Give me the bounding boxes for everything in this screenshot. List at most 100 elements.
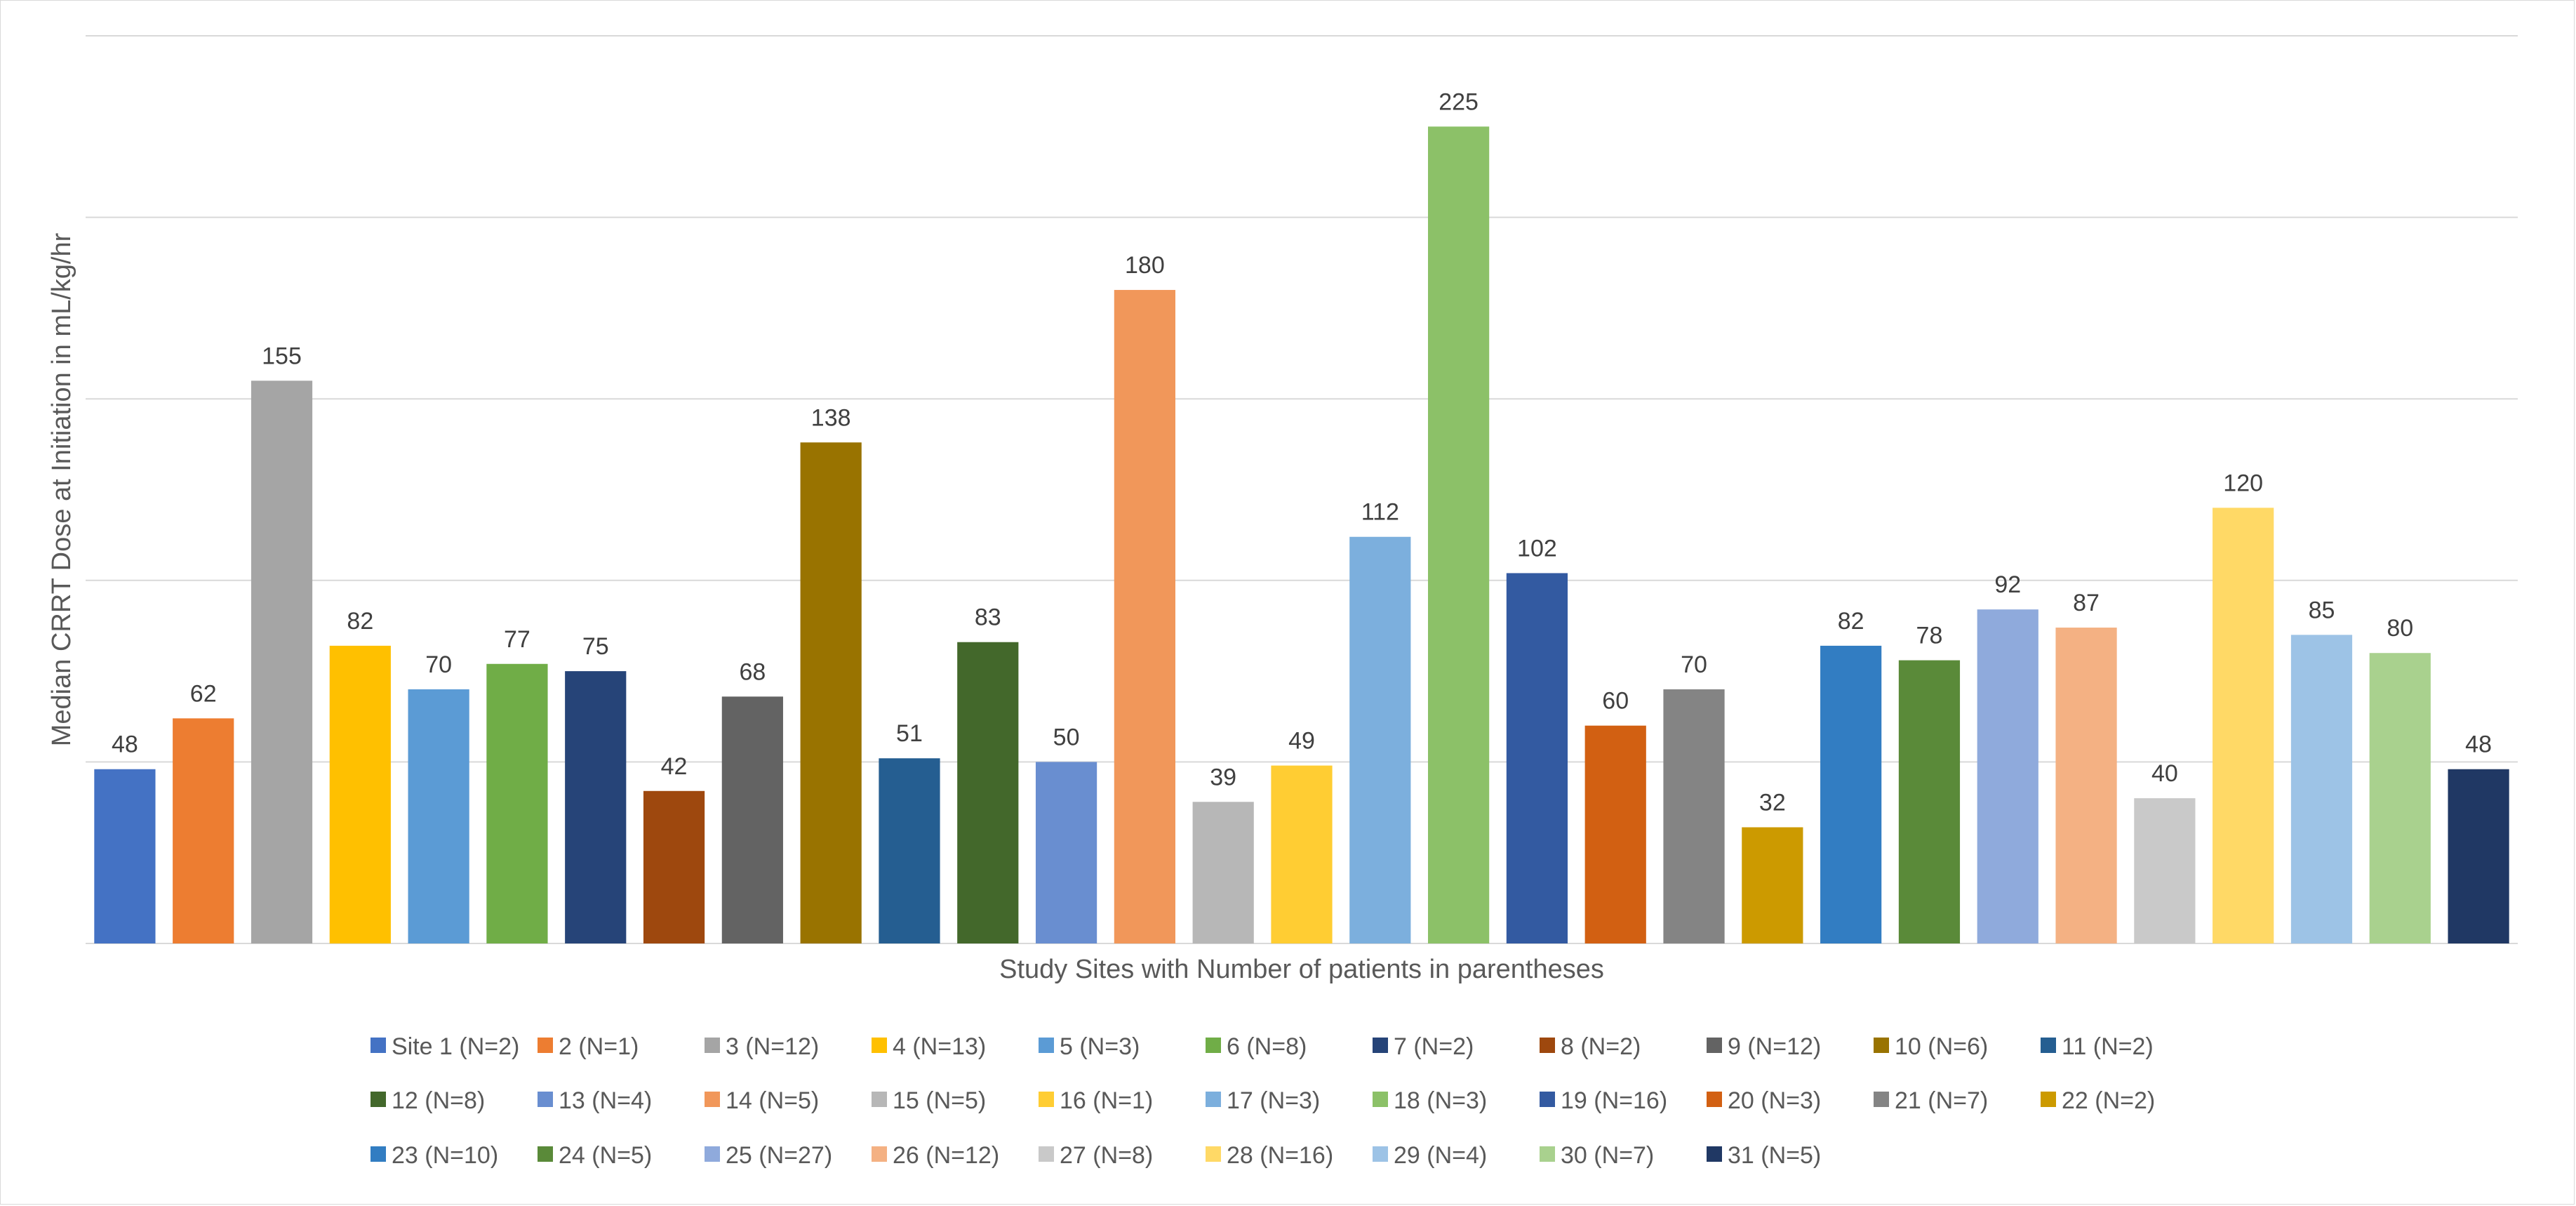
legend-label: 31 (N=5) — [1728, 1142, 1821, 1169]
legend-swatch — [1540, 1146, 1555, 1162]
legend-label: 3 (N=12) — [726, 1033, 819, 1060]
bar — [1192, 802, 1254, 943]
legend-label: Site 1 (N=2) — [392, 1033, 519, 1060]
data-label: 85 — [2309, 597, 2335, 623]
legend-swatch — [1039, 1038, 1054, 1053]
data-label: 92 — [1994, 571, 2021, 598]
bar — [329, 645, 391, 943]
bar — [486, 663, 548, 943]
legend-swatch — [705, 1038, 720, 1053]
bar — [2134, 798, 2196, 943]
legend-swatch — [1874, 1038, 1889, 1053]
legend-label: 6 (N=8) — [1227, 1033, 1307, 1060]
bar — [1663, 689, 1725, 943]
data-label: 75 — [582, 633, 609, 660]
x-axis-title: Study Sites with Number of patients in p… — [999, 955, 1604, 984]
legend-label: 12 (N=8) — [392, 1087, 485, 1114]
bar — [251, 380, 313, 943]
legend-swatch — [1540, 1092, 1555, 1107]
data-label: 82 — [1838, 608, 1864, 635]
legend-label: 30 (N=7) — [1561, 1142, 1654, 1169]
legend-swatch — [2041, 1038, 2056, 1053]
data-label: 60 — [1602, 688, 1629, 715]
legend-swatch — [1039, 1146, 1054, 1162]
legend-swatch — [1206, 1038, 1221, 1053]
legend-label: 9 (N=12) — [1728, 1033, 1821, 1060]
legend-swatch — [1373, 1146, 1388, 1162]
legend-swatch — [371, 1038, 386, 1053]
bar — [1584, 725, 1646, 943]
legend-swatch — [705, 1092, 720, 1107]
legend-swatch — [1206, 1092, 1221, 1107]
legend-swatch — [705, 1146, 720, 1162]
bar — [879, 758, 940, 943]
data-labels: 48 62 155 82 70 77 75 42 68 138 51 83 50 180 39 49 112 22… — [112, 88, 2492, 816]
legend-swatch — [538, 1038, 553, 1053]
legend-label: 10 (N=6) — [1895, 1033, 1988, 1060]
data-label: 112 — [1361, 499, 1399, 526]
legend-label: 14 (N=5) — [726, 1087, 819, 1114]
legend-label: 26 (N=12) — [893, 1142, 999, 1169]
bar — [1898, 660, 1961, 943]
bar — [643, 790, 705, 943]
legend-label: 19 (N=16) — [1561, 1087, 1667, 1114]
data-label: 77 — [504, 626, 530, 653]
legend-label: 20 (N=3) — [1728, 1087, 1821, 1114]
bar — [2448, 769, 2509, 943]
bar — [408, 689, 469, 943]
data-label: 180 — [1125, 252, 1165, 279]
legend-label: 18 (N=3) — [1394, 1087, 1487, 1114]
legend-label: 11 (N=2) — [2062, 1033, 2154, 1060]
bar — [957, 642, 1019, 943]
data-label: 80 — [2387, 615, 2413, 642]
legend-label: 2 (N=1) — [559, 1033, 639, 1060]
data-label: 32 — [1759, 789, 1786, 816]
bar — [1271, 765, 1333, 943]
data-label: 48 — [112, 731, 138, 758]
legend-swatch — [872, 1038, 887, 1053]
data-label: 78 — [1916, 623, 1943, 649]
bar — [2055, 628, 2117, 943]
data-label: 51 — [896, 720, 923, 747]
legend: Site 1 (N=2) 2 (N=1) 3 (N=12) 4 (N=13) 5 (N=… — [371, 1033, 2155, 1169]
bar — [1349, 536, 1411, 943]
legend-swatch — [1206, 1146, 1221, 1162]
data-label: 225 — [1439, 88, 1479, 115]
legend-swatch — [872, 1092, 887, 1107]
data-label: 82 — [347, 608, 373, 635]
legend-swatch — [1373, 1092, 1388, 1107]
data-label: 120 — [2223, 470, 2263, 496]
legend-swatch — [1874, 1092, 1889, 1107]
legend-swatch — [1039, 1092, 1054, 1107]
legend-label: 25 (N=27) — [726, 1142, 832, 1169]
bar — [565, 671, 627, 943]
bar — [2213, 508, 2274, 943]
data-label: 42 — [661, 753, 688, 780]
legend-label: 13 (N=4) — [559, 1087, 652, 1114]
legend-label: 4 (N=13) — [893, 1033, 986, 1060]
bar — [94, 769, 156, 943]
legend-label: 8 (N=2) — [1561, 1033, 1641, 1060]
legend-swatch — [1373, 1038, 1388, 1053]
bar — [721, 696, 783, 943]
bar — [2290, 635, 2353, 943]
legend-label: 17 (N=3) — [1227, 1087, 1320, 1114]
bar — [1035, 762, 1097, 943]
legend-label: 15 (N=5) — [893, 1087, 986, 1114]
legend-label: 5 (N=3) — [1060, 1033, 1140, 1060]
legend-swatch — [1540, 1038, 1555, 1053]
legend-swatch — [538, 1146, 553, 1162]
legend-label: 23 (N=10) — [392, 1142, 498, 1169]
data-label: 87 — [2073, 590, 2100, 616]
legend-swatch — [371, 1092, 386, 1107]
data-label: 40 — [2151, 760, 2178, 787]
legend-label: 22 (N=2) — [2062, 1087, 2155, 1114]
data-label: 102 — [1517, 535, 1557, 562]
legend-swatch — [2041, 1092, 2056, 1107]
data-label: 50 — [1053, 724, 1080, 750]
bar — [1506, 573, 1568, 943]
data-label: 48 — [2465, 731, 2492, 758]
legend-swatch — [1707, 1038, 1722, 1053]
bars — [94, 126, 2509, 943]
legend-swatch — [872, 1146, 887, 1162]
